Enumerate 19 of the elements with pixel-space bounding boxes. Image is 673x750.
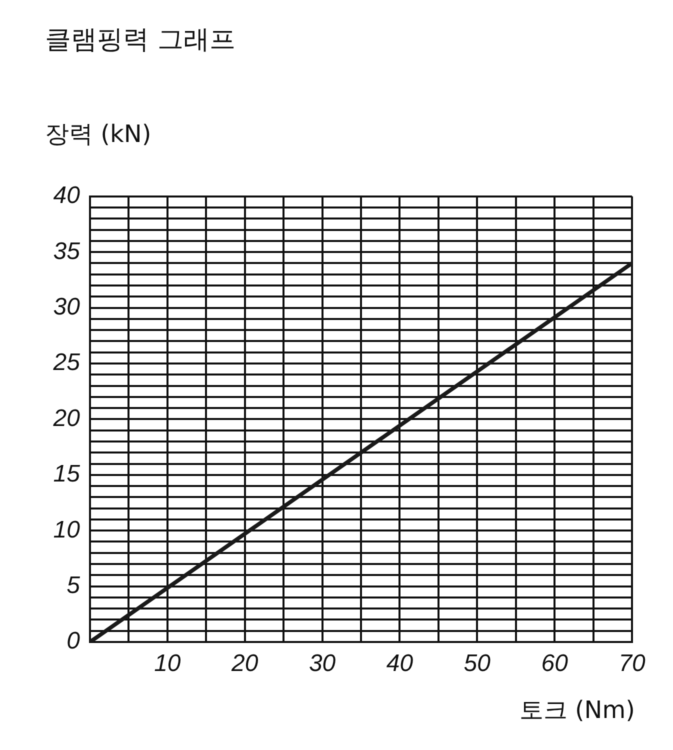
chart-title: 클램핑력 그래프 xyxy=(45,24,236,57)
y-tick-label: 35 xyxy=(53,238,81,265)
x-tick-label: 50 xyxy=(464,650,492,678)
y-tick-label: 20 xyxy=(52,404,81,432)
y-tick-label: 40 xyxy=(53,182,81,210)
x-tick-label: 30 xyxy=(308,650,336,678)
x-tick-label: 70 xyxy=(618,650,646,678)
x-tick-label: 40 xyxy=(386,650,414,678)
y-tick-label: 30 xyxy=(53,293,81,320)
y-tick-label: 15 xyxy=(53,460,81,488)
x-tick-label: 20 xyxy=(230,650,259,678)
y-tick-label: 10 xyxy=(53,516,81,544)
y-tick-label: 25 xyxy=(52,349,81,376)
y-tick-label: 0 xyxy=(66,628,81,655)
y-axis-title: 장력 (kN) xyxy=(45,119,152,150)
x-tick-label: 60 xyxy=(541,650,569,678)
x-axis-title: 토크 (Nm) xyxy=(519,695,635,726)
y-tick-label: 5 xyxy=(66,572,81,599)
x-tick-label: 10 xyxy=(154,650,182,678)
